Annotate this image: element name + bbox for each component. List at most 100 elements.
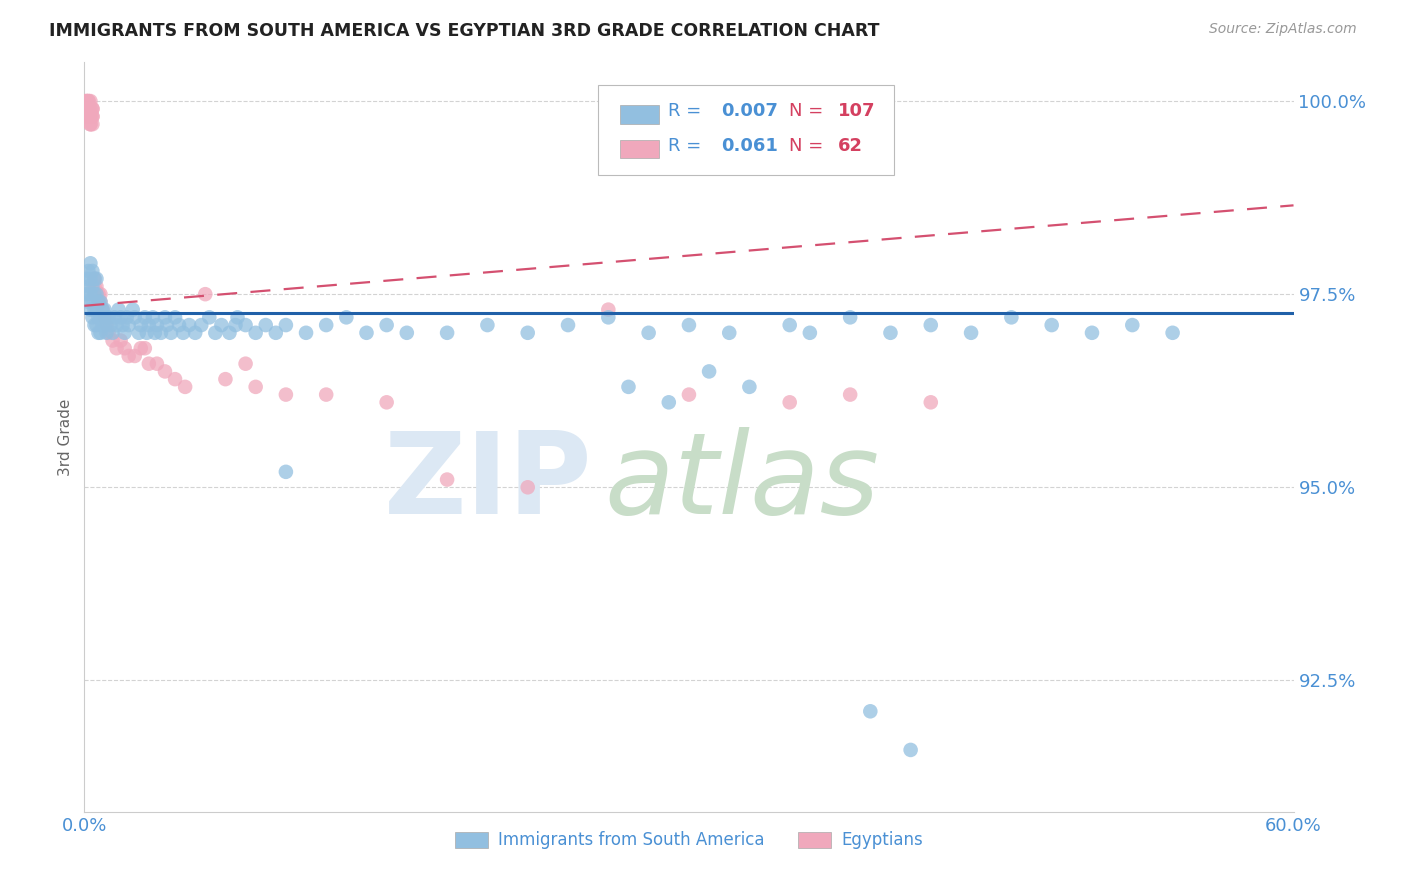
Point xyxy=(77,279,100,293)
Point xyxy=(134,341,156,355)
Point xyxy=(124,349,146,363)
Point xyxy=(91,302,114,317)
Point xyxy=(165,372,187,386)
Point xyxy=(82,279,104,293)
Point xyxy=(82,110,104,124)
Point xyxy=(114,341,136,355)
Point xyxy=(138,357,160,371)
FancyBboxPatch shape xyxy=(620,140,659,159)
Point xyxy=(920,318,942,332)
Point xyxy=(179,318,201,332)
Text: ZIP: ZIP xyxy=(384,426,592,538)
Point xyxy=(799,326,821,340)
Point xyxy=(114,326,136,340)
Point xyxy=(254,318,277,332)
Point xyxy=(218,326,240,340)
Point xyxy=(82,310,104,325)
Point xyxy=(274,387,297,401)
Text: atlas: atlas xyxy=(605,426,879,538)
Point xyxy=(477,318,499,332)
Point xyxy=(89,294,111,309)
Point xyxy=(79,287,101,301)
Point xyxy=(209,318,232,332)
Point xyxy=(516,480,538,494)
Point xyxy=(79,271,101,285)
Point xyxy=(194,287,217,301)
Point xyxy=(356,326,378,340)
Point xyxy=(245,326,267,340)
Text: 62: 62 xyxy=(838,137,863,155)
Point xyxy=(214,372,236,386)
Point xyxy=(264,326,287,340)
Point xyxy=(121,302,143,317)
Point xyxy=(779,395,801,409)
Point xyxy=(617,380,640,394)
Point xyxy=(82,102,104,116)
Point xyxy=(149,326,172,340)
Point xyxy=(91,318,114,332)
Point xyxy=(225,318,247,332)
Point xyxy=(79,102,101,116)
Point xyxy=(146,318,169,332)
Point xyxy=(118,349,141,363)
Point xyxy=(82,102,104,116)
Point xyxy=(839,387,862,401)
Point xyxy=(83,287,105,301)
Point xyxy=(138,318,160,332)
FancyBboxPatch shape xyxy=(599,85,894,175)
Point xyxy=(436,473,458,487)
Point xyxy=(516,326,538,340)
Point xyxy=(77,110,100,124)
Point xyxy=(115,310,138,325)
Point xyxy=(658,395,681,409)
Point xyxy=(335,310,357,325)
Point xyxy=(172,326,194,340)
Point xyxy=(190,318,212,332)
Point xyxy=(128,326,150,340)
Point xyxy=(75,102,97,116)
Point xyxy=(77,110,100,124)
Point xyxy=(184,326,207,340)
Text: 0.007: 0.007 xyxy=(721,103,779,120)
Point xyxy=(174,380,197,394)
Point xyxy=(83,271,105,285)
Point xyxy=(134,310,156,325)
Point xyxy=(779,318,801,332)
Text: R =: R = xyxy=(668,103,707,120)
Point xyxy=(75,94,97,108)
Point xyxy=(1161,326,1184,340)
Point xyxy=(1000,310,1022,325)
Text: N =: N = xyxy=(789,137,830,155)
Point xyxy=(598,302,620,317)
Point xyxy=(77,102,100,116)
Point xyxy=(105,341,128,355)
Point xyxy=(97,310,120,325)
Point xyxy=(738,380,761,394)
Point xyxy=(93,302,115,317)
Point xyxy=(678,318,700,332)
Point xyxy=(143,326,166,340)
Point xyxy=(77,294,100,309)
Text: Source: ZipAtlas.com: Source: ZipAtlas.com xyxy=(1209,22,1357,37)
Point xyxy=(75,102,97,116)
Point xyxy=(100,318,122,332)
Point xyxy=(79,110,101,124)
Point xyxy=(110,310,132,325)
Point xyxy=(83,271,105,285)
Point xyxy=(82,264,104,278)
Point xyxy=(83,318,105,332)
Point xyxy=(198,310,221,325)
Point xyxy=(79,117,101,131)
Point xyxy=(77,102,100,116)
Point xyxy=(82,110,104,124)
Point xyxy=(105,318,128,332)
Point xyxy=(436,326,458,340)
Point xyxy=(91,302,114,317)
Point xyxy=(75,271,97,285)
Point xyxy=(718,326,741,340)
Point xyxy=(879,326,901,340)
Text: N =: N = xyxy=(789,103,830,120)
Point xyxy=(315,387,337,401)
Point xyxy=(97,326,120,340)
Point xyxy=(86,271,108,285)
